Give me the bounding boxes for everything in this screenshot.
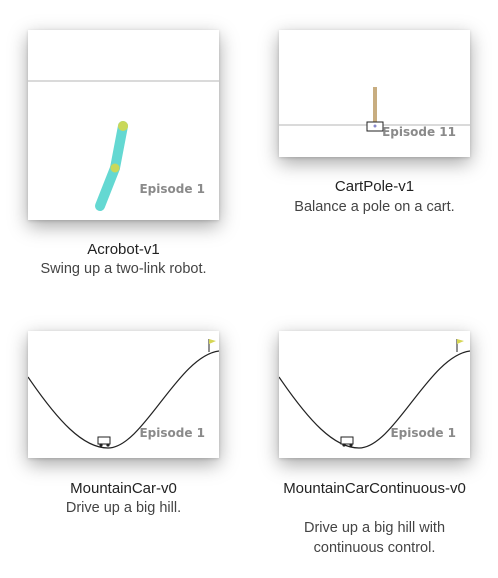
car-body <box>340 436 354 445</box>
env-description: Drive up a big hill. <box>65 500 182 516</box>
mountaincarcontinuous-scene <box>279 339 470 449</box>
episode-label: Episode 11 <box>382 125 456 139</box>
acrobot-scene <box>28 80 219 211</box>
mountain-curve <box>279 350 470 449</box>
car-wheel-right <box>349 443 353 447</box>
car-wheel-right <box>106 443 110 447</box>
acrobot-joint-mid <box>110 163 120 173</box>
car-wheel-left <box>99 443 103 447</box>
env-description: Swing up a two-link robot. <box>40 261 207 277</box>
env-render-cartpole: Episode 11 <box>279 30 470 157</box>
env-title[interactable]: CartPole-v1 <box>334 178 415 195</box>
env-description: Drive up a big hill with continuous cont… <box>303 520 446 556</box>
env-description: Balance a pole on a cart. <box>294 199 455 215</box>
acrobot-joint-top <box>118 121 128 131</box>
car-body <box>97 436 111 445</box>
env-title[interactable]: MountainCar-v0 <box>70 480 177 497</box>
episode-label: Episode 1 <box>139 182 205 196</box>
env-render-acrobot: Episode 1 <box>28 30 219 220</box>
mountain-curve <box>28 350 219 449</box>
cartpole-axle <box>373 124 377 128</box>
acrobot-link-2 <box>95 163 120 211</box>
cartpole-scene <box>279 87 470 132</box>
flag <box>457 339 464 344</box>
env-render-mountaincarcontinuous: Episode 1 <box>279 331 470 458</box>
flag <box>209 339 216 344</box>
env-title[interactable]: MountainCarContinuous-v0 <box>283 480 466 497</box>
acrobot-link-1 <box>110 121 128 173</box>
episode-label: Episode 1 <box>139 426 205 440</box>
episode-label: Episode 1 <box>390 426 456 440</box>
car-wheel-left <box>342 443 346 447</box>
mountaincar-scene <box>28 339 219 449</box>
env-title[interactable]: Acrobot-v1 <box>87 241 160 258</box>
env-render-mountaincar: Episode 1 <box>28 331 219 458</box>
